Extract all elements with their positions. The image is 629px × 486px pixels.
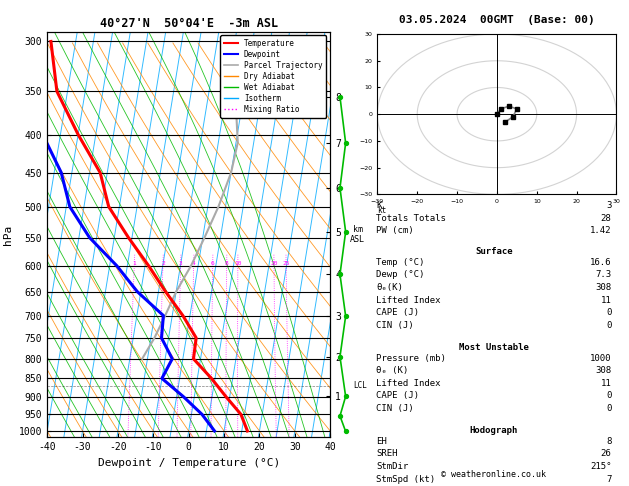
Text: StmSpd (kt): StmSpd (kt) <box>376 474 435 484</box>
Text: Most Unstable: Most Unstable <box>459 343 529 352</box>
Text: Surface: Surface <box>475 247 513 256</box>
Text: θₑ(K): θₑ(K) <box>376 283 403 292</box>
Text: StmDir: StmDir <box>376 462 408 471</box>
Text: CAPE (J): CAPE (J) <box>376 308 419 317</box>
Text: 1: 1 <box>132 260 136 266</box>
Text: 26: 26 <box>601 449 611 458</box>
Text: 215°: 215° <box>590 462 611 471</box>
Point <box>335 184 345 192</box>
Text: Lifted Index: Lifted Index <box>376 295 441 305</box>
Text: 1000: 1000 <box>590 353 611 363</box>
Legend: Temperature, Dewpoint, Parcel Trajectory, Dry Adiabat, Wet Adiabat, Isotherm, Mi: Temperature, Dewpoint, Parcel Trajectory… <box>220 35 326 118</box>
Text: 8: 8 <box>225 260 228 266</box>
Text: LCL: LCL <box>353 382 367 390</box>
Point <box>335 412 345 420</box>
Text: 1.42: 1.42 <box>590 226 611 236</box>
Text: CAPE (J): CAPE (J) <box>376 391 419 400</box>
Text: θₑ (K): θₑ (K) <box>376 366 408 375</box>
Text: Lifted Index: Lifted Index <box>376 379 441 388</box>
X-axis label: Dewpoint / Temperature (°C): Dewpoint / Temperature (°C) <box>97 458 280 468</box>
Text: 11: 11 <box>601 379 611 388</box>
X-axis label: kt: kt <box>377 206 387 215</box>
Text: Pressure (mb): Pressure (mb) <box>376 353 446 363</box>
Text: 7.3: 7.3 <box>595 270 611 279</box>
Y-axis label: hPa: hPa <box>3 225 13 244</box>
Text: 0: 0 <box>606 321 611 330</box>
Text: 11: 11 <box>601 295 611 305</box>
Text: 8: 8 <box>606 436 611 446</box>
Text: Totals Totals: Totals Totals <box>376 214 446 223</box>
Y-axis label: km
ASL: km ASL <box>350 225 365 244</box>
Title: 40°27'N  50°04'E  -3m ASL: 40°27'N 50°04'E -3m ASL <box>99 17 278 31</box>
Text: 308: 308 <box>595 283 611 292</box>
Text: Hodograph: Hodograph <box>470 426 518 435</box>
Text: Temp (°C): Temp (°C) <box>376 258 425 267</box>
Point <box>341 393 351 400</box>
Point <box>341 139 351 147</box>
Text: EH: EH <box>376 436 387 446</box>
Point <box>341 312 351 320</box>
Text: Dewp (°C): Dewp (°C) <box>376 270 425 279</box>
Text: 20: 20 <box>270 260 278 266</box>
Text: CIN (J): CIN (J) <box>376 404 414 413</box>
Point <box>335 271 345 278</box>
Text: 25: 25 <box>282 260 290 266</box>
Text: 16.6: 16.6 <box>590 258 611 267</box>
Text: 0: 0 <box>606 404 611 413</box>
Text: K: K <box>376 201 382 210</box>
Point <box>335 353 345 361</box>
Text: 28: 28 <box>601 214 611 223</box>
Text: 0: 0 <box>606 391 611 400</box>
Text: PW (cm): PW (cm) <box>376 226 414 236</box>
Point <box>341 228 351 236</box>
Text: SREH: SREH <box>376 449 398 458</box>
Text: 10: 10 <box>234 260 242 266</box>
Text: CIN (J): CIN (J) <box>376 321 414 330</box>
Text: 7: 7 <box>606 474 611 484</box>
Text: 3: 3 <box>606 201 611 210</box>
Text: 3: 3 <box>179 260 182 266</box>
Text: 4: 4 <box>192 260 196 266</box>
Text: 308: 308 <box>595 366 611 375</box>
Point <box>335 93 345 101</box>
Text: 2: 2 <box>161 260 165 266</box>
Text: 0: 0 <box>606 308 611 317</box>
Text: 6: 6 <box>211 260 214 266</box>
Text: 03.05.2024  00GMT  (Base: 00): 03.05.2024 00GMT (Base: 00) <box>399 15 595 25</box>
Text: © weatheronline.co.uk: © weatheronline.co.uk <box>442 469 546 479</box>
Point <box>341 428 351 435</box>
